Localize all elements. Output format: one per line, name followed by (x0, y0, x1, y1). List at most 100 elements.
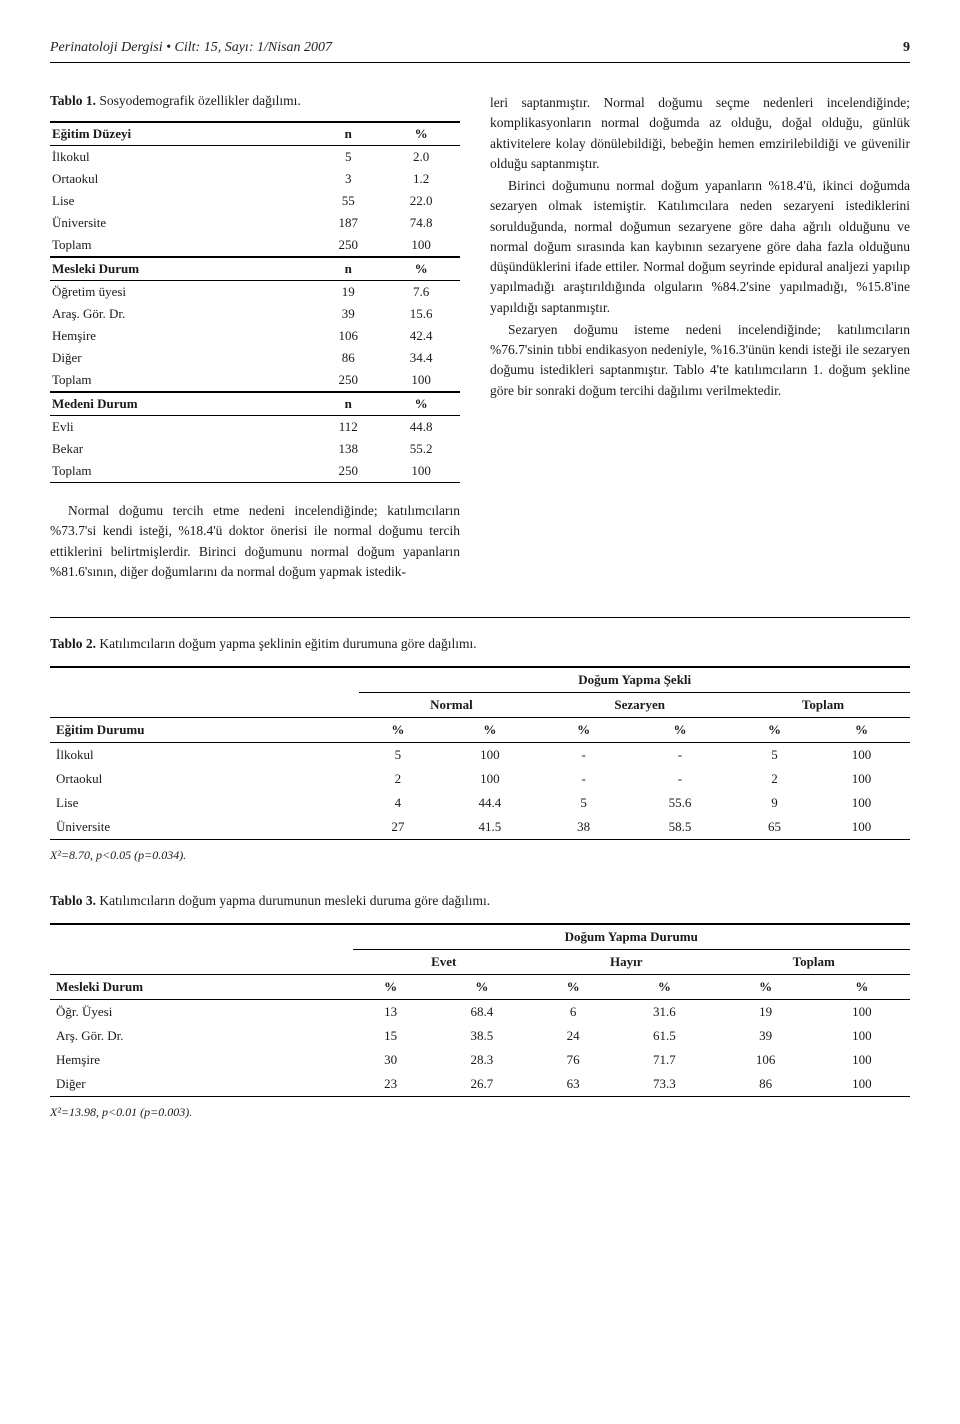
table-cell: 38 (543, 815, 624, 840)
table-section-header: Mesleki Durumn% (50, 257, 460, 281)
table-row: Hemşire3028.37671.7106100 (50, 1048, 910, 1072)
table-header-cell: % (543, 718, 624, 743)
table-cell: 22.0 (382, 190, 460, 212)
table-cell: 5 (736, 743, 813, 768)
table3-caption-text: Katılımcıların doğum yapma durumunun mes… (96, 893, 490, 908)
table3-caption: Tablo 3. Katılımcıların doğum yapma duru… (50, 893, 910, 909)
table-cell: 65 (736, 815, 813, 840)
table-header-cell: % (353, 975, 429, 1000)
table-header-cell: % (382, 392, 460, 416)
table-cell: Ortaokul (50, 168, 314, 190)
table-cell: 100 (813, 767, 910, 791)
section-divider (50, 617, 910, 618)
table-header-cell: % (436, 718, 543, 743)
table-section-header: Eğitim Düzeyin% (50, 122, 460, 146)
table-cell: 30 (353, 1048, 429, 1072)
table-header-cell: Eğitim Durumu (50, 718, 359, 743)
table-cell: Bekar (50, 438, 314, 460)
table-cell: Toplam (50, 460, 314, 483)
table-cell: 187 (314, 212, 382, 234)
table-cell: - (624, 743, 736, 768)
table-cell: 100 (813, 791, 910, 815)
table-cell: 15 (353, 1024, 429, 1048)
table-header-cell: n (314, 392, 382, 416)
table-cell: 13 (353, 1000, 429, 1025)
table-cell: 100 (813, 743, 910, 768)
table-cell: Üniversite (50, 212, 314, 234)
table-cell: Diğer (50, 347, 314, 369)
table-row: Toplam250100 (50, 460, 460, 483)
table-row: Üniversite2741.53858.565100 (50, 815, 910, 840)
table-row: Toplam250100 (50, 369, 460, 392)
table-cell: 61.5 (611, 1024, 717, 1048)
table-cell: 138 (314, 438, 382, 460)
group-header-sezaryen: Sezaryen (543, 693, 736, 718)
table-cell: 100 (814, 1024, 910, 1048)
table-cell: 112 (314, 416, 382, 439)
table2-super-header: Doğum Yapma Şekli (359, 667, 910, 693)
table-cell: 106 (314, 325, 382, 347)
table-cell: 41.5 (436, 815, 543, 840)
table-header-cell: n (314, 122, 382, 146)
table-cell: 250 (314, 460, 382, 483)
table-cell: 19 (718, 1000, 814, 1025)
table-cell: 2.0 (382, 146, 460, 169)
table-cell: 31.6 (611, 1000, 717, 1025)
table-row: Lise5522.0 (50, 190, 460, 212)
table-header-cell: % (718, 975, 814, 1000)
table-cell: 44.8 (382, 416, 460, 439)
table-cell: 100 (436, 743, 543, 768)
group-header-toplam: Toplam (718, 950, 911, 975)
table-cell: - (543, 767, 624, 791)
table1: Eğitim Düzeyin%İlkokul52.0Ortaokul31.2Li… (50, 121, 460, 483)
table-cell: 74.8 (382, 212, 460, 234)
table-cell: 100 (814, 1000, 910, 1025)
table-cell: - (624, 767, 736, 791)
table-section-header: Medeni Durumn% (50, 392, 460, 416)
table-cell: Toplam (50, 234, 314, 257)
table-cell: 5 (314, 146, 382, 169)
table-row: Evet Hayır Toplam (50, 950, 910, 975)
table-cell: 100 (382, 369, 460, 392)
table-row: Ortaokul2100--2100 (50, 767, 910, 791)
table-cell: 5 (543, 791, 624, 815)
table-cell: Diğer (50, 1072, 353, 1097)
table-cell: İlkokul (50, 743, 359, 768)
journal-header: Perinatoloji Dergisi • Cilt: 15, Sayı: 1… (50, 40, 910, 63)
table-header-cell: % (359, 718, 436, 743)
table-row: Doğum Yapma Şekli (50, 667, 910, 693)
table-cell: Lise (50, 190, 314, 212)
table-cell: 5 (359, 743, 436, 768)
table-row: Bekar13855.2 (50, 438, 460, 460)
right-column: leri saptanmıştır. Normal doğumu seçme n… (490, 93, 910, 582)
table-cell: 100 (436, 767, 543, 791)
table2-caption-text: Katılımcıların doğum yapma şeklinin eğit… (96, 636, 477, 651)
left-column: Tablo 1. Sosyodemografik özellikler dağı… (50, 93, 460, 582)
table-row: Hemşire10642.4 (50, 325, 460, 347)
table3-footnote: X²=13.98, p<0.01 (p=0.003). (50, 1105, 910, 1120)
table-cell: İlkokul (50, 146, 314, 169)
table-cell: 2 (736, 767, 813, 791)
table-cell: 55.6 (624, 791, 736, 815)
table-header-cell: % (813, 718, 910, 743)
table-row: Evli11244.8 (50, 416, 460, 439)
table-cell: 73.3 (611, 1072, 717, 1097)
right-paragraph-1: leri saptanmıştır. Normal doğumu seçme n… (490, 93, 910, 174)
table-cell: 100 (382, 234, 460, 257)
table-cell: Öğr. Üyesi (50, 1000, 353, 1025)
table-row: Lise444.4555.69100 (50, 791, 910, 815)
table-cell: 4 (359, 791, 436, 815)
table-row: Doğum Yapma Durumu (50, 924, 910, 950)
table-header-cell: % (535, 975, 611, 1000)
table-row: İlkokul52.0 (50, 146, 460, 169)
table-cell: 19 (314, 281, 382, 304)
table2-caption: Tablo 2. Katılımcıların doğum yapma şekl… (50, 636, 910, 652)
table-row: Normal Sezaryen Toplam (50, 693, 910, 718)
table-cell: Arş. Gör. Dr. (50, 1024, 353, 1048)
table-row: Arş. Gör. Dr.1538.52461.539100 (50, 1024, 910, 1048)
group-header-normal: Normal (359, 693, 543, 718)
left-paragraph-1: Normal doğumu tercih etme nedeni incelen… (50, 501, 460, 582)
table2: Doğum Yapma Şekli Normal Sezaryen Toplam… (50, 666, 910, 840)
table1-caption-text: Sosyodemografik özellikler dağılımı. (96, 93, 301, 108)
table1-caption-label: Tablo 1. (50, 93, 96, 108)
